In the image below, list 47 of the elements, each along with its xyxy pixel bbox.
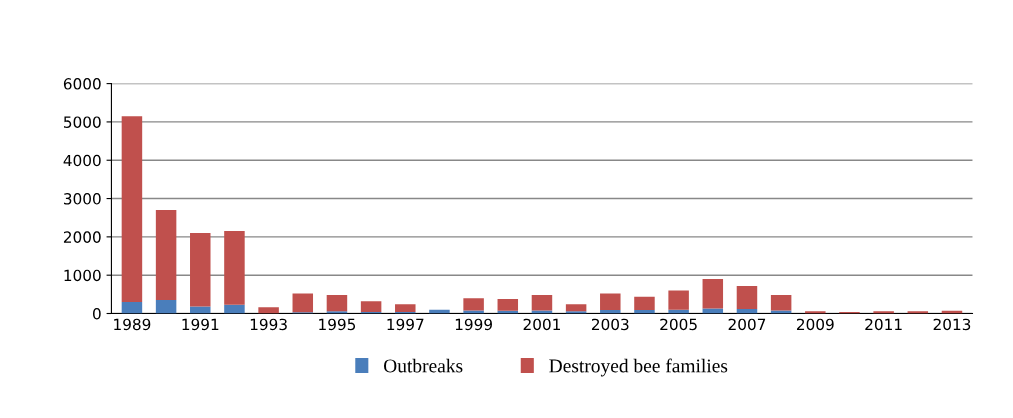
legend-label: Outbreaks	[384, 358, 463, 373]
x-tick-label: 1989	[114, 318, 151, 331]
bar	[292, 293, 314, 313]
x-tick-label: 1997	[387, 318, 424, 331]
x-tick-label: 1999	[455, 318, 492, 331]
x-tick-label: 2013	[933, 318, 971, 331]
x-tick-label: 2007	[728, 318, 766, 331]
x-tick-label: 1993	[250, 318, 287, 331]
bar	[565, 304, 587, 312]
bar	[736, 285, 758, 309]
y-tick-label: 6000	[63, 78, 101, 90]
x-tick-label: 2011	[865, 318, 902, 331]
x-tick-label: 2001	[523, 318, 560, 331]
x-tick-label: 1995	[319, 318, 356, 331]
bar	[395, 304, 416, 312]
bar	[770, 310, 792, 314]
bar	[702, 279, 724, 309]
y-tick-label: 1000	[64, 269, 101, 282]
bar	[668, 290, 689, 310]
bar	[224, 304, 245, 314]
bar	[463, 298, 484, 311]
y-tick-label: 2000	[63, 231, 101, 243]
bar	[634, 296, 655, 311]
bar	[190, 233, 211, 307]
bar	[121, 302, 143, 314]
bar	[155, 210, 177, 301]
bar	[224, 231, 245, 305]
y-tick-label: 0	[92, 307, 101, 320]
bar	[531, 295, 553, 311]
bar	[497, 298, 519, 311]
bar	[326, 295, 348, 312]
bar	[531, 310, 553, 314]
bar	[121, 116, 143, 303]
x-tick-label: 2005	[660, 318, 697, 331]
bar	[463, 310, 484, 314]
bar	[155, 300, 177, 314]
bar	[258, 307, 279, 314]
legend-label: Destroyed bee families	[549, 358, 728, 377]
x-tick-label: 1991	[182, 318, 219, 331]
bar	[770, 295, 792, 311]
y-tick-label: 5000	[64, 116, 101, 128]
y-tick-label: 4000	[63, 154, 101, 167]
bar	[360, 301, 382, 312]
x-tick-label: 2003	[591, 318, 629, 331]
bar	[600, 293, 621, 311]
x-tick-label: 2009	[796, 318, 834, 331]
y-tick-label: 3000	[63, 193, 101, 205]
